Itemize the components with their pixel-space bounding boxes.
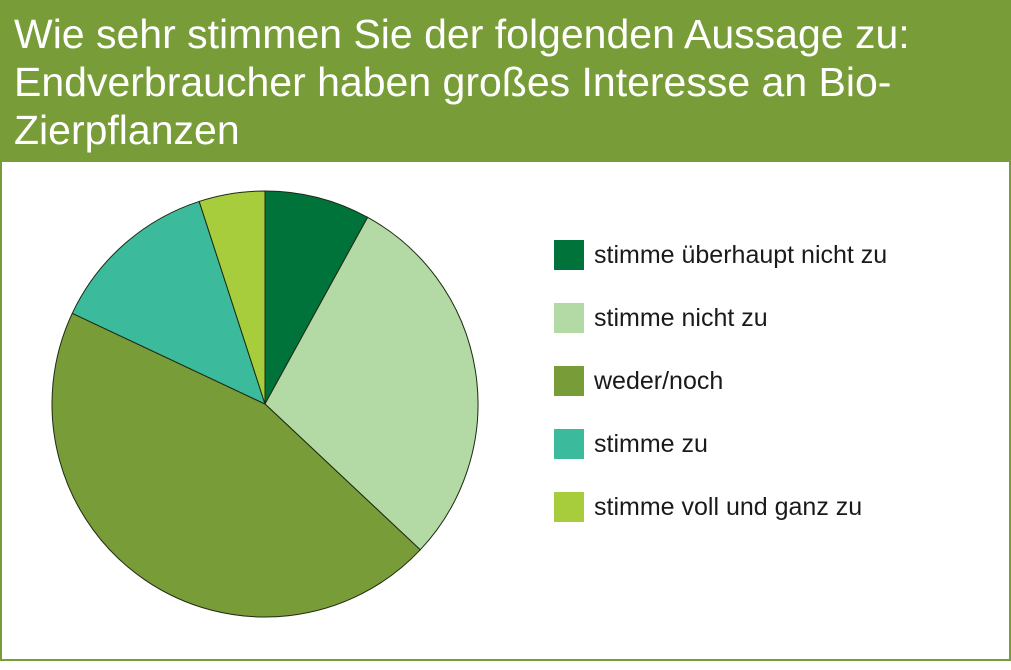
legend-item-1: stimme nicht zu xyxy=(554,301,887,335)
pie-slice-1 xyxy=(264,216,479,551)
legend-swatch xyxy=(554,240,584,270)
legend-label: stimme voll und ganz zu xyxy=(594,492,863,521)
legend-label: stimme überhaupt nicht zu xyxy=(594,240,888,269)
pie-slice-3 xyxy=(71,200,266,405)
legend-swatch xyxy=(554,492,584,522)
legend-swatch xyxy=(554,429,584,459)
legend: stimme überhaupt nicht zu stimme nicht zu… xyxy=(554,238,887,553)
legend-item-0: stimme überhaupt nicht zu xyxy=(554,238,887,272)
legend-swatch xyxy=(554,303,584,333)
legend-swatch xyxy=(554,366,584,396)
pie-slice-2 xyxy=(51,312,421,618)
pie-slice-0 xyxy=(264,190,369,405)
legend-label: stimme zu xyxy=(594,429,708,458)
pie-slice-4 xyxy=(198,190,266,405)
legend-item-3: stimme zu xyxy=(554,427,887,461)
legend-item-4: stimme voll und ganz zu xyxy=(554,490,887,524)
legend-item-2: weder/noch xyxy=(554,364,887,398)
title-banner: Wie sehr stimmen Sie der folgenden Aussa… xyxy=(2,2,1009,162)
chart-title: Wie sehr stimmen Sie der folgenden Aussa… xyxy=(14,11,910,153)
legend-label: stimme nicht zu xyxy=(594,303,768,332)
pie-chart xyxy=(51,190,479,618)
legend-label: weder/noch xyxy=(594,366,724,395)
